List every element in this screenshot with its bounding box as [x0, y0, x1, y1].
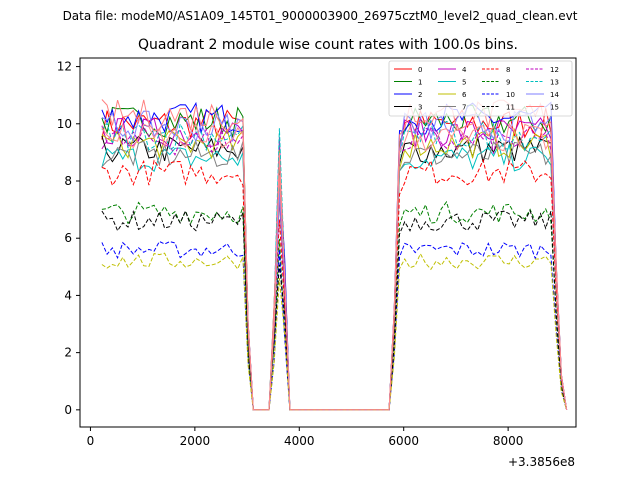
- y-tick-label: 10: [57, 117, 72, 131]
- legend-label-15: 15: [550, 104, 559, 112]
- series-line-14: [101, 110, 568, 411]
- chart-title: Quadrant 2 module wise count rates with …: [138, 37, 518, 53]
- series-line-7: [101, 140, 568, 411]
- series-line-extra-16: [101, 252, 568, 411]
- y-tick-label: 4: [64, 288, 72, 302]
- x-tick-label: 4000: [284, 434, 315, 448]
- legend-label-2: 2: [418, 91, 422, 99]
- x-tick-label: 6000: [388, 434, 419, 448]
- y-tick-label: 8: [64, 174, 72, 188]
- y-tick-label: 12: [57, 60, 72, 74]
- series-line-11: [101, 209, 568, 411]
- series-line-9: [101, 200, 568, 411]
- y-tick-label: 2: [64, 346, 72, 360]
- series-line-6: [101, 127, 568, 411]
- x-tick-label: 2000: [180, 434, 211, 448]
- legend-label-6: 6: [462, 91, 467, 99]
- x-tick-label: 8000: [493, 434, 524, 448]
- legend-label-8: 8: [506, 66, 510, 74]
- legend-label-1: 1: [418, 79, 422, 87]
- series-line-8: [101, 158, 568, 411]
- legend-label-14: 14: [550, 91, 559, 99]
- legend-label-3: 3: [418, 104, 422, 112]
- series-line-3: [101, 135, 568, 411]
- series-line-5: [101, 143, 568, 411]
- legend-label-11: 11: [506, 104, 515, 112]
- legend-label-10: 10: [506, 91, 515, 99]
- series-line-4: [101, 117, 568, 411]
- data-file-suptitle: Data file: modeM0/AS1A09_145T01_90000039…: [63, 9, 578, 23]
- y-tick-label: 0: [64, 403, 72, 417]
- series-line-13: [101, 120, 568, 411]
- x-tick-label: 0: [87, 434, 95, 448]
- series-line-10: [101, 240, 568, 411]
- series-line-12: [101, 125, 568, 411]
- legend-label-7: 7: [462, 104, 466, 112]
- legend-box: [388, 60, 573, 117]
- x-offset-label: +3.3856e8: [508, 455, 575, 469]
- series-line-1: [101, 104, 568, 411]
- series-line-0: [101, 108, 568, 411]
- legend-label-0: 0: [418, 66, 422, 74]
- legend-label-13: 13: [550, 79, 559, 87]
- legend-label-4: 4: [462, 66, 467, 74]
- legend-label-5: 5: [462, 79, 466, 87]
- series-layer: [101, 99, 568, 411]
- legend-label-9: 9: [506, 79, 510, 87]
- legend-label-12: 12: [550, 66, 559, 74]
- y-tick-label: 6: [64, 231, 72, 245]
- plot-frame: [79, 57, 577, 428]
- series-line-extra-17: [101, 122, 568, 411]
